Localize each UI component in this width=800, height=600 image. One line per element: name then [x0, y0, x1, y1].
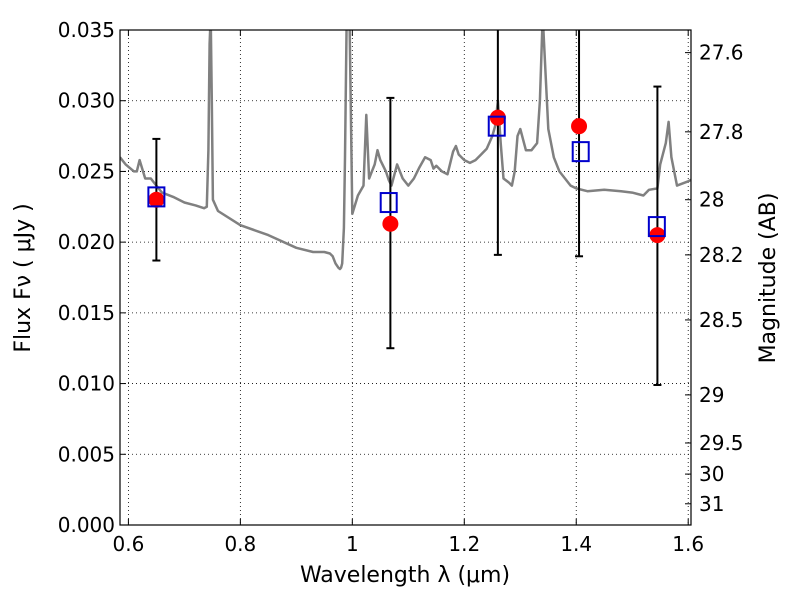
x-tick-label: 1: [346, 532, 359, 556]
model-spectrum-line: [120, 30, 691, 271]
x-axis-title: Wavelength λ (μm): [300, 563, 510, 588]
right-axis-tick-label: 29.5: [699, 431, 744, 455]
model-flux-square: [147, 186, 166, 208]
right-axis-tick-label: 30: [699, 462, 724, 486]
x-tick-label: 1.4: [560, 532, 592, 556]
observed-flux-point: [649, 227, 666, 244]
model-flux-square: [379, 192, 398, 214]
y-tick-label: 0.015: [58, 301, 115, 325]
axes: 0.6 0.8 1 1.2 1.4 1.6 0.000 0.005 0.010 0.015 0.02…: [58, 18, 744, 556]
x-tick-label: 1.6: [672, 532, 704, 556]
y-axis-title: Flux Fν ( μJy ): [11, 203, 36, 352]
model-flux-square: [487, 115, 506, 137]
right-axis-tick-label: 28: [699, 188, 724, 212]
observed-flux-point: [489, 109, 506, 126]
right-axis-tick-label: 31: [699, 492, 724, 516]
plot-frame: [119, 29, 692, 526]
right-axis-tick-label: 28.2: [699, 243, 744, 267]
observed-flux-point: [148, 191, 165, 208]
right-axis-tick-label: 28.5: [699, 308, 744, 332]
plot-area: [120, 30, 691, 386]
x-tick-label: 0.6: [112, 532, 144, 556]
right-axis-title: Magnitude (AB): [756, 193, 781, 364]
x-tick-label: 1.2: [448, 532, 480, 556]
model-flux-square: [571, 141, 590, 163]
y-tick-label: 0.020: [58, 230, 115, 254]
y-tick-label: 0.010: [58, 372, 115, 396]
x-tick-label: 0.8: [224, 532, 256, 556]
observed-flux-point: [571, 118, 588, 135]
y-tick-label: 0.005: [58, 442, 115, 466]
y-tick-label: 0.025: [58, 159, 115, 183]
right-axis-tick-label: 27.8: [699, 120, 744, 144]
model-flux-square: [647, 216, 666, 238]
observed-flux-point: [382, 215, 399, 232]
y-tick-label: 0.035: [58, 18, 115, 42]
y-tick-label: 0.000: [58, 513, 115, 537]
right-axis-tick-label: 27.6: [699, 41, 744, 65]
y-tick-label: 0.030: [58, 89, 115, 113]
right-axis-tick-label: 29: [699, 383, 724, 407]
